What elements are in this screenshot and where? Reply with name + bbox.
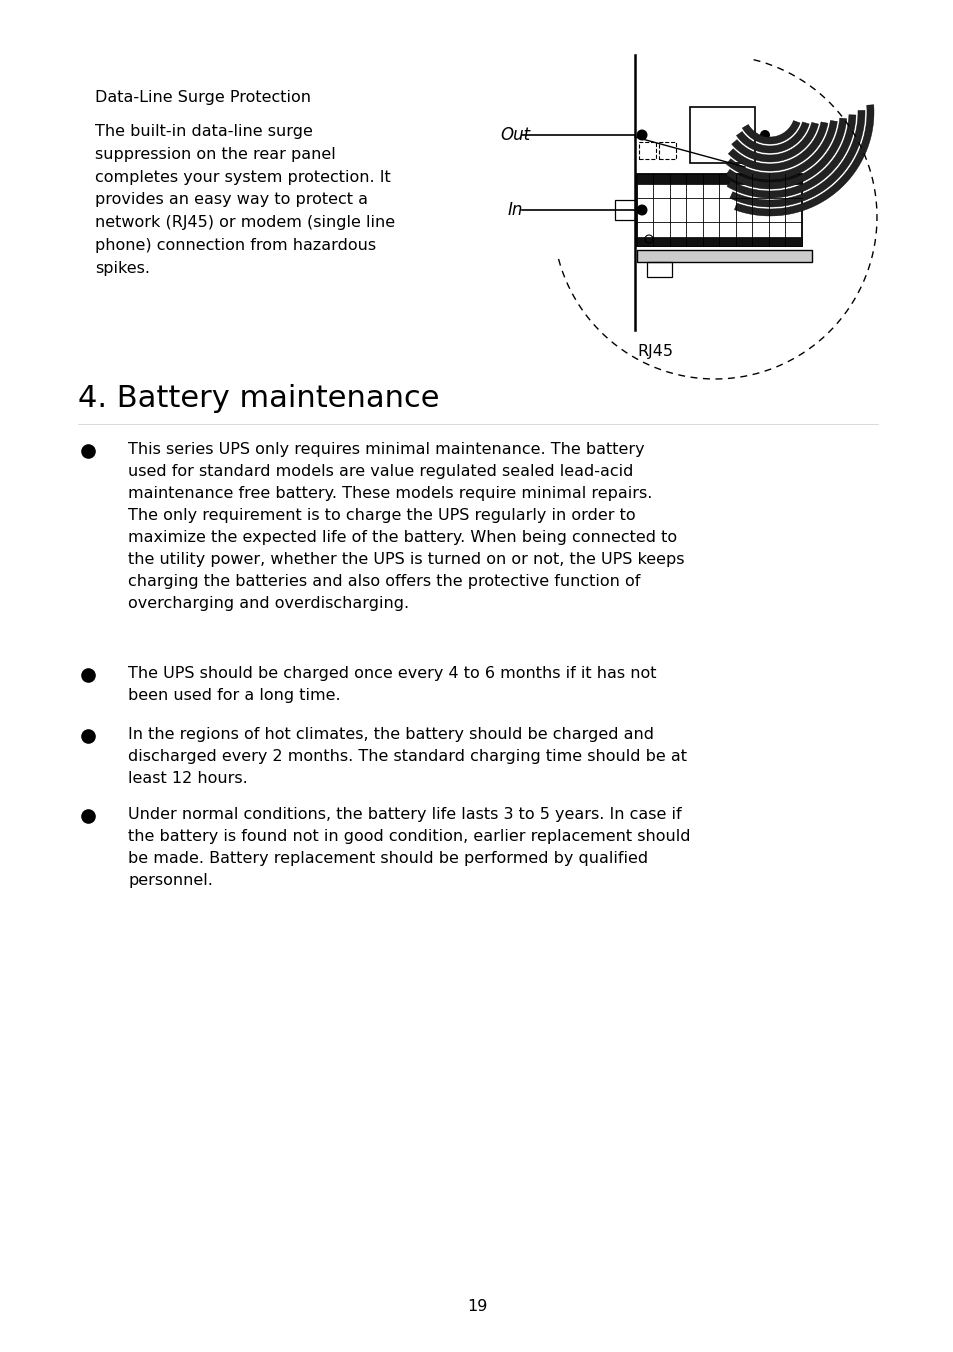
Bar <box>637 174 801 246</box>
Text: 19: 19 <box>466 1299 487 1314</box>
Polygon shape <box>727 122 827 170</box>
Circle shape <box>636 130 647 141</box>
Bar <box>637 250 811 262</box>
Text: RJ45: RJ45 <box>637 343 672 360</box>
Bar <box>615 200 635 220</box>
Polygon shape <box>736 122 808 153</box>
Text: The built-in data-line surge
suppression on the rear panel
completes your system: The built-in data-line surge suppression… <box>95 124 395 276</box>
Polygon shape <box>741 120 800 145</box>
Bar <box>637 237 801 246</box>
Bar <box>689 108 754 162</box>
Text: Out: Out <box>499 126 530 145</box>
Text: Under normal conditions, the battery life lasts 3 to 5 years. In case if
the bat: Under normal conditions, the battery lif… <box>128 807 690 888</box>
Polygon shape <box>725 118 846 189</box>
Text: In: In <box>507 201 523 219</box>
Bar <box>637 174 801 184</box>
Text: In the regions of hot climates, the battery should be charged and
discharged eve: In the regions of hot climates, the batt… <box>128 727 686 786</box>
Polygon shape <box>731 123 818 162</box>
Bar <box>639 142 656 160</box>
Polygon shape <box>734 104 873 216</box>
Text: This series UPS only requires minimal maintenance. The battery
used for standard: This series UPS only requires minimal ma… <box>128 442 684 611</box>
Polygon shape <box>726 115 855 197</box>
Polygon shape <box>725 120 837 180</box>
Bar <box>646 262 671 277</box>
Text: Data-Line Surge Protection: Data-Line Surge Protection <box>95 91 311 105</box>
Text: 4. Battery maintenance: 4. Battery maintenance <box>78 384 439 412</box>
Bar <box>659 142 676 160</box>
Text: The UPS should be charged once every 4 to 6 months if it has not
been used for a: The UPS should be charged once every 4 t… <box>128 667 656 703</box>
Circle shape <box>636 204 647 215</box>
Circle shape <box>760 130 769 141</box>
Polygon shape <box>729 111 864 207</box>
